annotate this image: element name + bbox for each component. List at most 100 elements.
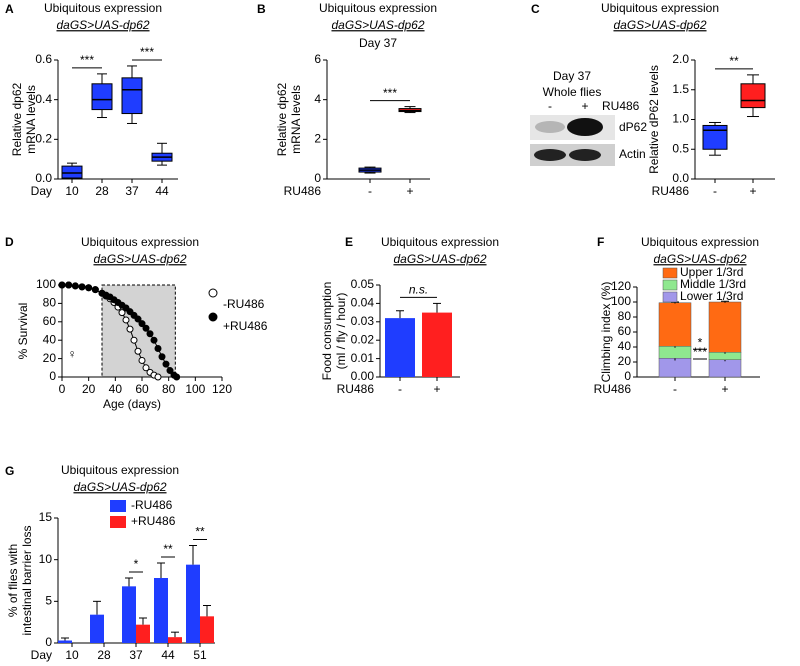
significance-label: n.s. <box>409 283 428 297</box>
bar-segment <box>708 301 742 353</box>
significance-label: * <box>134 557 139 571</box>
y-axis-label: % of flies with <box>6 544 20 617</box>
data-point <box>154 344 162 352</box>
chart-title: Ubiquitous expression <box>381 235 499 249</box>
chart-title: Ubiquitous expression <box>601 1 719 15</box>
data-point <box>154 373 162 381</box>
y-tick-label: 1.0 <box>672 112 689 126</box>
chart-title: Ubiquitous expression <box>81 235 199 249</box>
data-point <box>85 284 93 292</box>
y-tick-label: 1.5 <box>672 82 689 96</box>
x-axis-label: RU486 <box>652 184 690 198</box>
blot-band <box>534 149 566 161</box>
chart-subtitle: daGS>UAS-dp62 <box>331 18 424 32</box>
blot-header: Day 37 <box>553 69 591 83</box>
significance-label: *** <box>140 45 154 59</box>
legend-swatch <box>662 267 678 279</box>
bar <box>154 578 168 643</box>
y-tick-label: 20 <box>618 354 632 368</box>
y-tick-label: 0.0 <box>672 171 689 185</box>
data-point <box>138 356 146 364</box>
legend-label: +RU486 <box>223 319 268 333</box>
x-tick-label: 28 <box>95 184 109 198</box>
x-tick-label: 0 <box>59 382 66 396</box>
legend-label: +RU486 <box>131 514 176 528</box>
y-tick-label: 100 <box>611 294 631 308</box>
legend-swatch <box>662 279 678 291</box>
bar-segment <box>708 359 742 378</box>
box <box>740 83 766 109</box>
bar <box>136 624 150 643</box>
y-tick-label: 80 <box>43 296 57 310</box>
x-tick-label: - <box>398 382 402 396</box>
x-tick-label: 37 <box>125 184 139 198</box>
x-tick-label: 44 <box>161 648 175 662</box>
chart-title: Ubiquitous expression <box>61 463 179 477</box>
data-point <box>58 281 66 289</box>
y-tick-label: 2 <box>314 132 321 146</box>
x-tick-label: 37 <box>129 648 143 662</box>
x-tick-label: + <box>406 184 413 198</box>
panel-letter: D <box>5 235 14 249</box>
chart-subtitle: daGS>UAS-dp62 <box>393 252 486 266</box>
chart-title: Ubiquitous expression <box>641 235 759 249</box>
legend-label: -RU486 <box>131 498 173 512</box>
y-axis-label: mRNA levels <box>24 85 38 154</box>
significance-label: ** <box>195 525 205 539</box>
significance-label: ** <box>729 54 739 68</box>
data-point <box>158 353 166 361</box>
note: ♀ <box>68 347 77 361</box>
legend-label: Upper 1/3rd <box>680 265 743 279</box>
panel-letter: E <box>345 235 353 249</box>
y-axis-label: mRNA levels <box>289 85 303 154</box>
x-tick-label: 40 <box>109 382 123 396</box>
x-tick-label: - <box>713 184 717 198</box>
y-axis-label: Relative dp62 <box>10 82 24 156</box>
y-tick-label: 0.4 <box>35 92 52 106</box>
data-point <box>146 330 154 338</box>
panel-letter: B <box>257 2 266 16</box>
bar <box>186 564 200 643</box>
legend-marker <box>208 288 218 298</box>
y-axis-label: intestinal barrier loss <box>20 525 34 635</box>
bar-segment <box>658 358 692 378</box>
legend-label: Lower 1/3rd <box>680 289 743 303</box>
data-point <box>78 283 86 291</box>
x-tick-label: 60 <box>135 382 149 396</box>
data-point <box>162 360 170 368</box>
y-tick-label: 0 <box>624 369 631 383</box>
legend-swatch <box>110 500 126 512</box>
x-tick-label: - <box>368 184 372 198</box>
data-point <box>134 347 142 355</box>
data-point <box>130 336 138 344</box>
chart-subtitle: daGS>UAS-dp62 <box>93 252 186 266</box>
data-point <box>134 315 142 323</box>
x-axis-label: RU486 <box>337 382 375 396</box>
y-tick-label: 40 <box>43 332 57 346</box>
data-point <box>122 316 130 324</box>
y-axis-label: Relative dP62 levels <box>647 65 661 174</box>
significance-label: ** <box>163 542 173 556</box>
data-point <box>142 364 150 372</box>
data-point <box>138 320 146 328</box>
y-tick-label: 2.0 <box>672 52 689 66</box>
data-point <box>150 336 158 344</box>
panel-letter: A <box>5 2 14 16</box>
x-tick-label: 10 <box>65 184 79 198</box>
y-tick-label: 0 <box>49 369 56 383</box>
chart-title: Ubiquitous expression <box>44 1 162 15</box>
bar-segment <box>658 302 692 347</box>
y-axis-label: Relative dp62 <box>275 82 289 156</box>
panel-letter: G <box>5 464 14 478</box>
bar <box>58 640 72 643</box>
chart-subtitle: daGS>UAS-dp62 <box>613 18 706 32</box>
x-tick-label: + <box>721 382 728 396</box>
legend-label: Middle 1/3rd <box>680 277 746 291</box>
band-label: Actin <box>619 147 646 161</box>
y-tick-label: 5 <box>45 594 52 608</box>
y-tick-label: 0.0 <box>35 171 52 185</box>
lane-group-label: RU486 <box>602 99 640 113</box>
y-tick-label: 40 <box>618 339 632 353</box>
